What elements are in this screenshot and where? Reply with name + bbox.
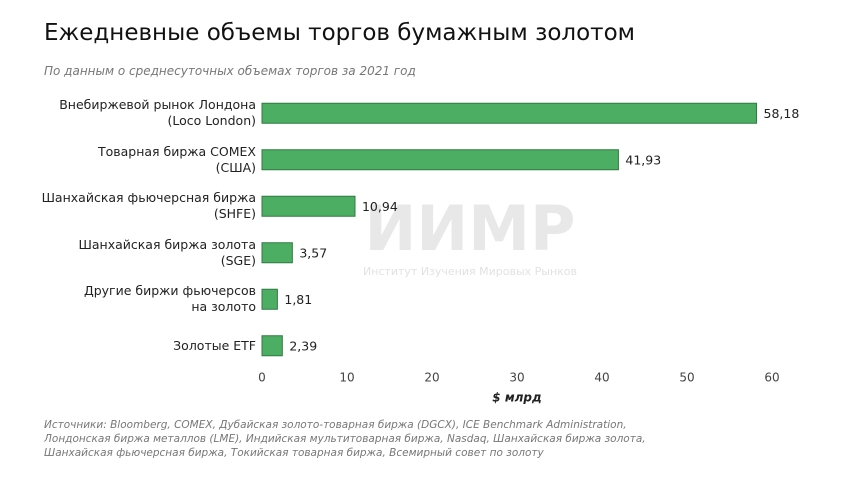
category-label: Другие биржи фьючерсов на золото — [83, 283, 256, 315]
bar — [261, 149, 619, 171]
source-note: Источники: Bloomberg, COMEX, Дубайская з… — [44, 419, 646, 459]
category-label: Золотые ETF — [173, 337, 256, 353]
value-label: 2,39 — [289, 338, 317, 353]
value-label: 3,57 — [299, 245, 327, 260]
bar — [261, 335, 283, 357]
watermark: ИИМР — [365, 192, 576, 265]
x-tick-label: 20 — [424, 371, 439, 385]
x-tick-label: 40 — [594, 371, 609, 385]
x-tick-label: 60 — [764, 371, 779, 385]
x-tick-label: 0 — [258, 371, 266, 385]
category-label: Шанхайская биржа золота (SGE) — [78, 236, 257, 268]
x-tick-label: 10 — [339, 371, 354, 385]
value-label: 1,81 — [284, 292, 312, 307]
category-label: Товарная биржа COMEX (США) — [97, 143, 256, 175]
bar — [261, 195, 356, 217]
value-label: 10,94 — [362, 199, 398, 214]
chart-title: Ежедневные объемы торгов бумажным золото… — [44, 20, 635, 46]
value-label: 41,93 — [625, 152, 661, 167]
bar — [261, 102, 758, 124]
watermark-subtitle: Институт Изучения Мировых Рынков — [363, 265, 577, 278]
value-label: 58,18 — [764, 106, 800, 121]
x-tick-label: 50 — [679, 371, 694, 385]
category-label: Внебиржевой рынок Лондона (Loco London) — [59, 97, 256, 129]
x-tick-label: 30 — [509, 371, 524, 385]
bar — [261, 288, 278, 310]
x-axis-label: $ млрд — [492, 391, 541, 405]
chart-subtitle: По данным о среднесуточных объемах торго… — [44, 64, 416, 78]
category-label: Шанхайская фьючерсная биржа (SHFE) — [41, 190, 256, 222]
bar — [261, 242, 293, 264]
